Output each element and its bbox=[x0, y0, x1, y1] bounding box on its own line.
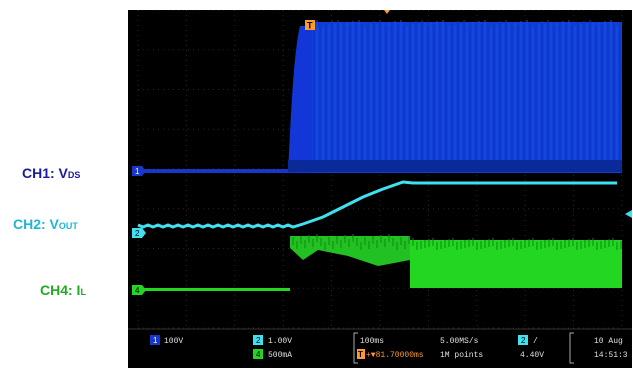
ch2-waveform bbox=[137, 180, 617, 229]
ch2-scale: 1.00V bbox=[268, 337, 292, 346]
ch4-marker-text: 4 bbox=[135, 286, 140, 295]
record-length: 1M points bbox=[440, 351, 483, 360]
ch1-waveform bbox=[138, 20, 622, 173]
ch4-baseline bbox=[138, 288, 290, 291]
ch4-label-main: CH4: I bbox=[40, 282, 81, 298]
ch1-marker[interactable]: 1 bbox=[132, 166, 146, 176]
trigger-source-badge[interactable] bbox=[518, 335, 528, 345]
ch1-scale-badge[interactable] bbox=[150, 335, 160, 345]
ch4-marker[interactable]: 4 bbox=[132, 285, 146, 295]
ch2-marker[interactable]: 2 bbox=[132, 228, 146, 238]
ch2-scale-badge-text: 2 bbox=[256, 336, 261, 345]
ch1-dark-band bbox=[288, 160, 622, 172]
trigger-marker-text: T bbox=[307, 21, 313, 31]
timebase-bracket bbox=[353, 332, 358, 364]
oscilloscope-display: 1 2 4 T 1 100V 2 1.00V 4 bbox=[128, 10, 632, 368]
ch2-marker-text: 2 bbox=[135, 229, 140, 238]
sample-rate: 5.00MS/s bbox=[440, 337, 479, 346]
ch4-scale-badge[interactable] bbox=[253, 349, 263, 359]
trigger-source-badge-text: 2 bbox=[521, 336, 526, 345]
ch1-label: CH1: VDS bbox=[22, 165, 80, 181]
time: 14:51:3 bbox=[594, 351, 628, 360]
trigger-badge[interactable] bbox=[357, 349, 365, 359]
ch2-label-main: CH2: V bbox=[13, 216, 59, 232]
ch1-spikes bbox=[313, 20, 621, 170]
ch2-level-arrow bbox=[625, 210, 632, 218]
ch4-scale-badge-text: 4 bbox=[256, 350, 261, 359]
date: 10 Aug bbox=[594, 337, 623, 346]
datetime-bracket bbox=[569, 332, 574, 364]
status-bar: 1 100V 2 1.00V 4 500mA 100ms 5.00MS/s 1M… bbox=[128, 328, 632, 368]
ch4-label-sub: L bbox=[80, 287, 86, 297]
ch4-switching-band bbox=[410, 240, 622, 288]
ch1-baseline bbox=[138, 169, 288, 173]
ch4-label: CH4: IL bbox=[40, 282, 86, 298]
ch2-scale-badge[interactable] bbox=[253, 335, 263, 345]
ch4-waveform bbox=[138, 234, 622, 291]
ch4-ramp-band bbox=[290, 236, 410, 266]
ch4-scale: 500mA bbox=[268, 351, 292, 360]
ch1-marker-text: 1 bbox=[135, 167, 140, 176]
ch1-scale-badge-text: 1 bbox=[153, 336, 158, 345]
trigger-level-arrow bbox=[384, 10, 390, 14]
ch2-label: CH2: VOUT bbox=[13, 216, 78, 232]
ch1-scale: 100V bbox=[164, 337, 183, 346]
ch1-label-main: CH1: V bbox=[22, 165, 68, 181]
trigger-badge-text: T bbox=[358, 350, 363, 359]
ch1-label-sub: DS bbox=[67, 170, 81, 180]
ch4-noise bbox=[292, 234, 622, 250]
trigger-level[interactable]: 4.40V bbox=[520, 351, 544, 360]
ch2-label-sub: OUT bbox=[58, 221, 78, 231]
trigger-position[interactable]: +▼81.70000ms bbox=[366, 351, 424, 360]
trigger-slope: / bbox=[533, 337, 538, 346]
scope-screen: 1 2 4 T 1 100V 2 1.00V 4 bbox=[128, 10, 632, 368]
trigger-marker[interactable]: T bbox=[305, 20, 315, 31]
timebase[interactable]: 100ms bbox=[360, 337, 384, 346]
